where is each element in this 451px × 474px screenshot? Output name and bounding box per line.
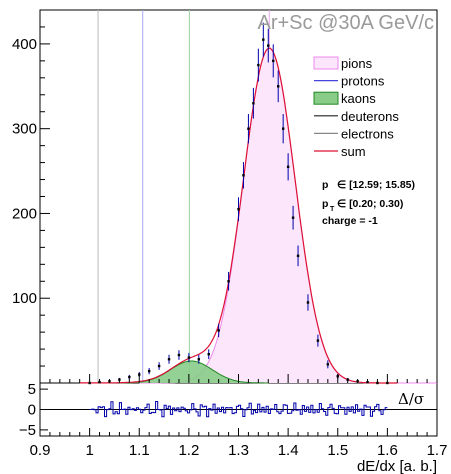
point-marker bbox=[267, 44, 270, 47]
data-point bbox=[167, 354, 171, 364]
ratio-y-tick-label: 5 bbox=[28, 381, 36, 398]
point-marker bbox=[237, 208, 240, 211]
point-marker bbox=[286, 165, 290, 169]
x-tick-label: 1.1 bbox=[129, 442, 150, 459]
fit-components bbox=[79, 47, 438, 384]
data-point bbox=[316, 334, 320, 347]
data-point bbox=[247, 114, 250, 144]
legend-entry: electrons bbox=[314, 126, 394, 141]
y-tick-label: 400 bbox=[12, 36, 37, 53]
point-marker bbox=[157, 364, 161, 368]
point-marker bbox=[247, 127, 250, 130]
point-marker bbox=[252, 102, 255, 105]
data-point bbox=[128, 374, 131, 380]
point-marker bbox=[281, 127, 285, 130]
x-tick-label: 1.7 bbox=[427, 442, 448, 459]
x-tick-label: 1.4 bbox=[278, 442, 299, 459]
x-tick-label: 0.9 bbox=[30, 442, 51, 459]
legend-entry: kaons bbox=[313, 91, 376, 106]
legend: pions protons kaons deuterons electrons sum bbox=[313, 56, 399, 159]
x-tick-label: 1.6 bbox=[377, 442, 398, 459]
ratio-y-tick-label: 0 bbox=[28, 402, 36, 419]
info-p-range: ∈ [12.59; 15.85) bbox=[337, 179, 415, 191]
point-marker bbox=[217, 329, 220, 332]
legend-swatch bbox=[313, 56, 339, 70]
x-tick-label: 1.2 bbox=[178, 442, 199, 459]
data-point bbox=[157, 362, 161, 370]
ratio-y-tick-label: −5 bbox=[19, 422, 36, 439]
data-point bbox=[257, 48, 260, 82]
point-marker bbox=[187, 356, 191, 359]
point-marker bbox=[257, 63, 260, 67]
point-marker bbox=[326, 363, 330, 366]
data-point bbox=[242, 162, 245, 189]
info-pt-subscript: T bbox=[330, 206, 335, 213]
chart-title: Ar+Sc @30A GeV/c bbox=[258, 12, 435, 34]
point-marker bbox=[207, 352, 210, 356]
data-point bbox=[227, 271, 230, 291]
residual-histogram bbox=[89, 401, 388, 418]
point-marker bbox=[262, 38, 265, 41]
residual-panel: 5 0 −5 bbox=[19, 381, 437, 439]
data-point bbox=[296, 245, 300, 267]
point-marker bbox=[272, 59, 275, 63]
pions-area bbox=[139, 48, 438, 383]
data-point bbox=[187, 352, 191, 363]
data-point bbox=[286, 153, 290, 181]
x-tick-label: 1.3 bbox=[228, 442, 249, 459]
point-marker bbox=[291, 216, 295, 219]
axis-ticks: 0.9 1 1.1 1.2 1.3 1.4 1.5 1.6 1.7 100 200 300 400 bbox=[12, 26, 448, 459]
ratio-label: Δ/σ bbox=[398, 390, 424, 408]
data-point bbox=[207, 349, 210, 360]
legend-label: deuterons bbox=[341, 109, 399, 124]
legend-swatch bbox=[313, 91, 339, 105]
point-marker bbox=[167, 358, 171, 361]
data-point bbox=[252, 87, 255, 119]
data-point bbox=[262, 22, 265, 57]
kinematic-info: p ∈ [12.59; 15.85) p T ∈ [0.20; 0.30) ch… bbox=[322, 179, 415, 227]
data-point bbox=[291, 205, 295, 230]
info-charge: charge = -1 bbox=[322, 215, 378, 227]
legend-entry: deuterons bbox=[314, 109, 399, 124]
x-axis-title: dE/dx [a. b.] bbox=[357, 458, 437, 474]
data-point bbox=[306, 294, 310, 311]
info-pt-range: ∈ [0.20; 0.30) bbox=[337, 198, 403, 210]
data-point bbox=[147, 367, 151, 375]
data-point bbox=[326, 360, 330, 369]
y-tick-label: 300 bbox=[12, 121, 37, 138]
data-point bbox=[177, 350, 181, 360]
point-marker bbox=[242, 174, 245, 177]
point-marker bbox=[296, 254, 300, 258]
data-point bbox=[197, 354, 200, 364]
legend-label: protons bbox=[341, 74, 385, 89]
legend-label: pions bbox=[341, 56, 373, 71]
info-pt-symbol: p bbox=[322, 198, 328, 210]
legend-label: sum bbox=[341, 144, 366, 159]
legend-entry: protons bbox=[314, 74, 385, 89]
point-marker bbox=[128, 375, 131, 379]
data-point bbox=[267, 28, 270, 63]
x-tick-label: 1.5 bbox=[327, 442, 348, 459]
data-point bbox=[277, 70, 280, 103]
point-marker bbox=[197, 358, 200, 361]
point-marker bbox=[277, 85, 280, 88]
x-tick-label: 1 bbox=[85, 442, 93, 459]
point-marker bbox=[227, 280, 230, 283]
point-marker bbox=[306, 301, 310, 304]
legend-label: electrons bbox=[341, 126, 394, 141]
data-point bbox=[237, 197, 240, 222]
data-point bbox=[217, 323, 220, 338]
legend-entry: pions bbox=[313, 56, 373, 71]
point-marker bbox=[316, 339, 320, 342]
info-p-symbol: p bbox=[322, 179, 328, 191]
point-marker bbox=[177, 353, 181, 357]
legend-entry: sum bbox=[314, 144, 366, 159]
y-tick-label: 200 bbox=[12, 205, 37, 222]
legend-label: kaons bbox=[341, 91, 376, 106]
y-tick-label: 100 bbox=[12, 290, 37, 307]
data-point bbox=[281, 114, 285, 144]
data-point bbox=[272, 44, 275, 78]
point-marker bbox=[147, 369, 151, 373]
